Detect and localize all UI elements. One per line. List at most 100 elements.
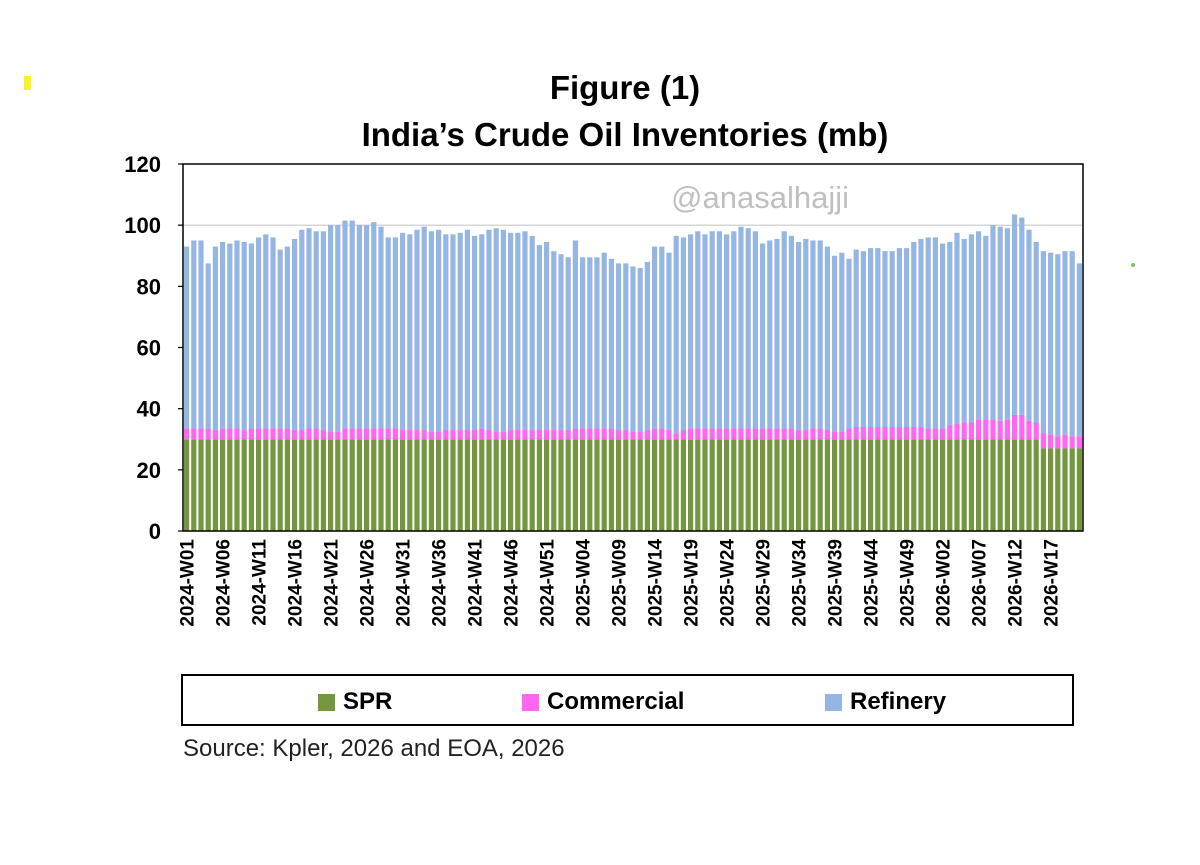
bar-commercial-93 [853, 427, 859, 440]
bar-refinery-21 [335, 225, 341, 432]
bar-refinery-124 [1076, 263, 1082, 437]
bar-spr-28 [385, 439, 391, 531]
bar-commercial-92 [846, 428, 852, 440]
bar-commercial-15 [292, 430, 298, 440]
bar-commercial-21 [335, 431, 341, 440]
bar-refinery-118 [1033, 241, 1039, 423]
bar-refinery-5 [220, 241, 226, 429]
bar-spr-53 [565, 439, 571, 531]
bar-commercial-122 [1062, 434, 1068, 449]
bar-commercial-94 [860, 427, 866, 440]
bar-refinery-36 [443, 234, 449, 431]
bar-spr-19 [320, 439, 326, 531]
legend-item-spr: SPR [318, 688, 392, 716]
bar-refinery-18 [313, 231, 319, 429]
bar-commercial-11 [263, 428, 269, 440]
bar-commercial-84 [788, 428, 794, 440]
bar-refinery-8 [241, 241, 247, 431]
bar-commercial-23 [349, 428, 355, 440]
bar-refinery-45 [508, 232, 514, 431]
bar-refinery-63 [637, 267, 643, 432]
bar-refinery-94 [860, 251, 866, 428]
bar-commercial-111 [983, 419, 989, 440]
x-tick-label: 2024-W26 [358, 539, 379, 627]
bar-commercial-58 [601, 428, 607, 440]
bar-spr-37 [450, 439, 456, 531]
bar-commercial-16 [299, 430, 305, 440]
bar-refinery-53 [565, 257, 571, 431]
bar-refinery-76 [731, 231, 737, 429]
bar-commercial-121 [1055, 436, 1061, 449]
x-tick-label: 2024-W11 [250, 539, 271, 626]
bar-commercial-3 [205, 428, 211, 440]
bar-commercial-0 [184, 428, 190, 440]
bar-refinery-107 [954, 232, 960, 424]
bar-spr-92 [846, 439, 852, 531]
bar-spr-50 [544, 439, 550, 531]
bar-refinery-20 [328, 225, 334, 432]
bar-refinery-101 [911, 241, 917, 428]
bar-commercial-44 [500, 431, 506, 440]
bar-spr-62 [630, 439, 636, 531]
bar-commercial-28 [385, 428, 391, 440]
bar-spr-41 [479, 439, 485, 531]
bar-spr-69 [680, 439, 686, 531]
bar-refinery-75 [724, 234, 730, 429]
bar-spr-29 [392, 439, 398, 531]
bar-refinery-46 [515, 232, 521, 431]
bar-commercial-120 [1048, 434, 1054, 449]
bar-commercial-51 [551, 430, 557, 440]
bar-refinery-97 [882, 251, 888, 428]
bar-commercial-65 [652, 428, 658, 440]
bar-commercial-25 [364, 428, 370, 440]
bar-refinery-121 [1055, 254, 1061, 437]
bar-spr-80 [760, 439, 766, 531]
bar-spr-81 [767, 439, 773, 531]
bar-spr-48 [529, 439, 535, 531]
bar-spr-63 [637, 439, 643, 531]
bar-spr-17 [306, 439, 312, 531]
x-tick-label: 2026-W07 [970, 539, 991, 627]
bar-spr-25 [364, 439, 370, 531]
bar-spr-103 [925, 439, 931, 531]
bar-refinery-122 [1062, 251, 1068, 435]
bar-refinery-89 [824, 246, 830, 431]
bar-commercial-27 [378, 428, 384, 440]
bar-spr-58 [601, 439, 607, 531]
bar-spr-38 [457, 439, 463, 531]
bar-commercial-63 [637, 431, 643, 440]
bar-commercial-42 [486, 430, 492, 440]
bar-spr-95 [868, 439, 874, 531]
bar-commercial-36 [443, 430, 449, 440]
bar-spr-32 [414, 439, 420, 531]
bar-refinery-78 [745, 228, 751, 429]
bar-commercial-117 [1026, 420, 1032, 440]
bar-refinery-42 [486, 229, 492, 431]
bar-refinery-86 [803, 238, 809, 431]
bar-commercial-68 [673, 433, 679, 440]
legend-swatch-refinery [825, 693, 842, 711]
bar-spr-113 [997, 439, 1003, 531]
bar-commercial-19 [320, 430, 326, 440]
bar-commercial-100 [904, 427, 910, 440]
bar-spr-54 [572, 439, 578, 531]
bar-refinery-109 [968, 234, 974, 423]
bar-commercial-50 [544, 430, 550, 440]
chart-title: India’s Crude Oil Inventories (mb) [361, 116, 889, 153]
watermark: @anasalhajji [671, 180, 849, 215]
bar-commercial-96 [875, 427, 881, 440]
bar-spr-20 [328, 439, 334, 531]
bar-spr-122 [1062, 448, 1068, 531]
bar-refinery-43 [493, 228, 499, 432]
bar-commercial-8 [241, 430, 247, 440]
bar-refinery-32 [414, 229, 420, 431]
bar-refinery-72 [702, 234, 708, 429]
bar-spr-23 [349, 439, 355, 531]
bar-refinery-85 [796, 241, 802, 431]
bar-spr-24 [356, 439, 362, 531]
bar-spr-107 [954, 439, 960, 531]
bar-commercial-13 [277, 428, 283, 440]
bar-spr-102 [918, 439, 924, 531]
bar-refinery-40 [472, 235, 478, 431]
bar-spr-59 [608, 439, 614, 531]
